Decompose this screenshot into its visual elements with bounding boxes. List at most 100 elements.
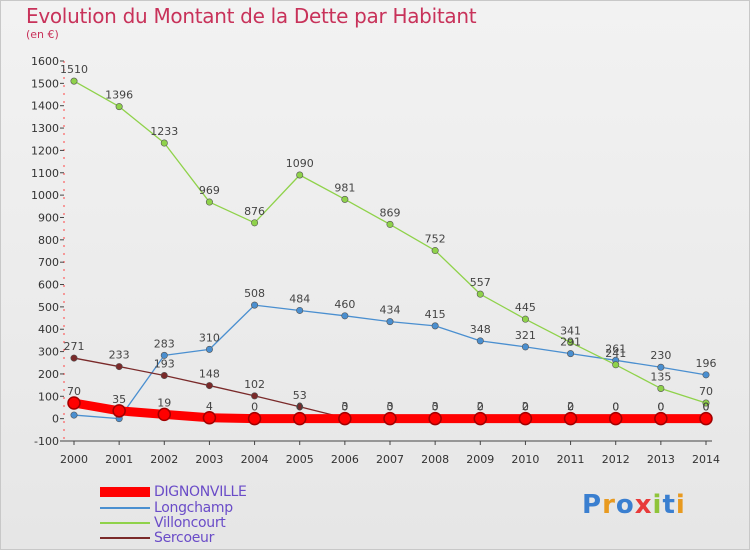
y-tick-label: 700 — [38, 256, 59, 269]
y-tick-label: 1000 — [31, 189, 59, 202]
legend-label: Sercoeur — [154, 530, 215, 546]
data-label-longchamp: 348 — [470, 323, 491, 336]
data-label-sercoeur: 271 — [64, 340, 85, 353]
data-label-sercoeur: 233 — [109, 349, 130, 362]
data-label-dignonville: 0 — [657, 401, 664, 414]
x-tick-label: 2003 — [195, 453, 223, 466]
x-tick-label: 2013 — [647, 453, 675, 466]
legend-swatch — [100, 537, 150, 539]
y-tick-label: 1400 — [31, 100, 59, 113]
legend-item-villoncourt: Villoncourt — [100, 515, 226, 531]
data-point-villoncourt — [70, 77, 78, 85]
y-tick-label: 300 — [38, 346, 59, 359]
y-tick-label: 500 — [38, 301, 59, 314]
data-point-villoncourt — [341, 195, 349, 203]
data-point-dignonville — [518, 411, 533, 426]
data-label-dignonville: 0 — [341, 401, 348, 414]
data-point-sercoeur — [251, 392, 259, 400]
data-point-dignonville — [292, 411, 307, 426]
chart-title: Evolution du Montant de la Dette par Hab… — [26, 4, 477, 28]
x-tick-label: 2005 — [286, 453, 314, 466]
data-label-longchamp: 508 — [244, 287, 265, 300]
y-tick-label: 1500 — [31, 77, 59, 90]
data-point-longchamp — [521, 343, 529, 351]
data-point-sercoeur — [115, 363, 123, 371]
y-tick-label: 100 — [38, 390, 59, 403]
data-point-dignonville — [247, 411, 262, 426]
data-label-sercoeur: 3 — [432, 400, 439, 413]
data-point-sercoeur — [160, 372, 168, 380]
y-tick-label: 1100 — [31, 167, 59, 180]
data-point-villoncourt — [386, 220, 394, 228]
chart-subtitle: (en €) — [26, 28, 59, 41]
data-point-villoncourt — [702, 399, 710, 407]
legend-label: Longchamp — [154, 500, 233, 516]
data-label-sercoeur: 0 — [612, 401, 619, 414]
y-tick-label: 600 — [38, 279, 59, 292]
data-label-villoncourt: 981 — [334, 181, 355, 194]
data-label-villoncourt: 1233 — [150, 125, 178, 138]
data-label-villoncourt: 135 — [650, 370, 671, 383]
data-point-sercoeur — [296, 403, 304, 411]
x-tick-label: 2006 — [331, 453, 359, 466]
data-point-longchamp — [431, 322, 439, 330]
data-point-villoncourt — [205, 198, 213, 206]
legend-item-longchamp: Longchamp — [100, 501, 233, 515]
data-point-longchamp — [341, 312, 349, 320]
legend-swatch — [100, 522, 150, 524]
data-label-villoncourt: 876 — [244, 205, 265, 218]
data-label-sercoeur: 148 — [199, 368, 220, 381]
data-label-dignonville: 0 — [612, 401, 619, 414]
data-label-dignonville: 19 — [157, 396, 171, 409]
data-label-sercoeur: 2 — [477, 400, 484, 413]
data-label-dignonville: 0 — [522, 401, 529, 414]
data-label-villoncourt: 752 — [425, 233, 446, 246]
data-point-longchamp — [70, 411, 78, 419]
data-point-villoncourt — [567, 338, 575, 346]
data-point-sercoeur — [70, 354, 78, 362]
data-label-villoncourt: 1510 — [60, 63, 88, 76]
data-label-villoncourt: 1090 — [286, 157, 314, 170]
data-label-dignonville: 0 — [567, 401, 574, 414]
data-label-villoncourt: 869 — [380, 206, 401, 219]
data-point-villoncourt — [115, 103, 123, 111]
x-tick-label: 2012 — [602, 453, 630, 466]
data-point-villoncourt — [521, 315, 529, 323]
data-point-dignonville — [608, 411, 623, 426]
legend-swatch — [100, 507, 150, 509]
data-label-longchamp: 283 — [154, 337, 175, 350]
data-label-villoncourt: 70 — [699, 385, 713, 398]
data-label-dignonville: 0 — [477, 401, 484, 414]
data-point-dignonville — [473, 411, 488, 426]
legend-label: Villoncourt — [154, 515, 226, 531]
data-label-longchamp: 196 — [696, 357, 717, 370]
data-point-dignonville — [112, 404, 126, 418]
y-tick-label: 0 — [52, 413, 59, 426]
data-label-longchamp: 310 — [199, 331, 220, 344]
x-tick-label: 2007 — [376, 453, 404, 466]
data-point-dignonville — [338, 411, 352, 426]
data-point-villoncourt — [612, 361, 620, 369]
legend-swatch — [100, 487, 150, 497]
data-point-dignonville — [157, 407, 172, 422]
data-label-villoncourt: 241 — [605, 347, 626, 360]
data-label-dignonville: 0 — [432, 401, 439, 414]
data-label-sercoeur: 0 — [657, 401, 664, 414]
data-point-longchamp — [160, 351, 168, 359]
x-tick-label: 2011 — [557, 453, 585, 466]
data-label-longchamp: 261 — [605, 342, 626, 355]
data-label-villoncourt: 341 — [560, 324, 581, 337]
data-label-longchamp: 460 — [334, 298, 355, 311]
data-point-villoncourt — [160, 139, 168, 147]
data-label-sercoeur: 3 — [387, 400, 394, 413]
data-point-villoncourt — [251, 219, 259, 227]
x-tick-label: 2009 — [466, 453, 494, 466]
data-point-longchamp — [251, 301, 259, 309]
y-tick-label: 200 — [38, 368, 59, 381]
data-label-longchamp: 321 — [515, 329, 536, 342]
data-point-dignonville — [563, 411, 578, 426]
data-label-dignonville: 0 — [703, 401, 710, 414]
data-point-villoncourt — [296, 171, 304, 179]
data-point-dignonville — [67, 396, 81, 410]
